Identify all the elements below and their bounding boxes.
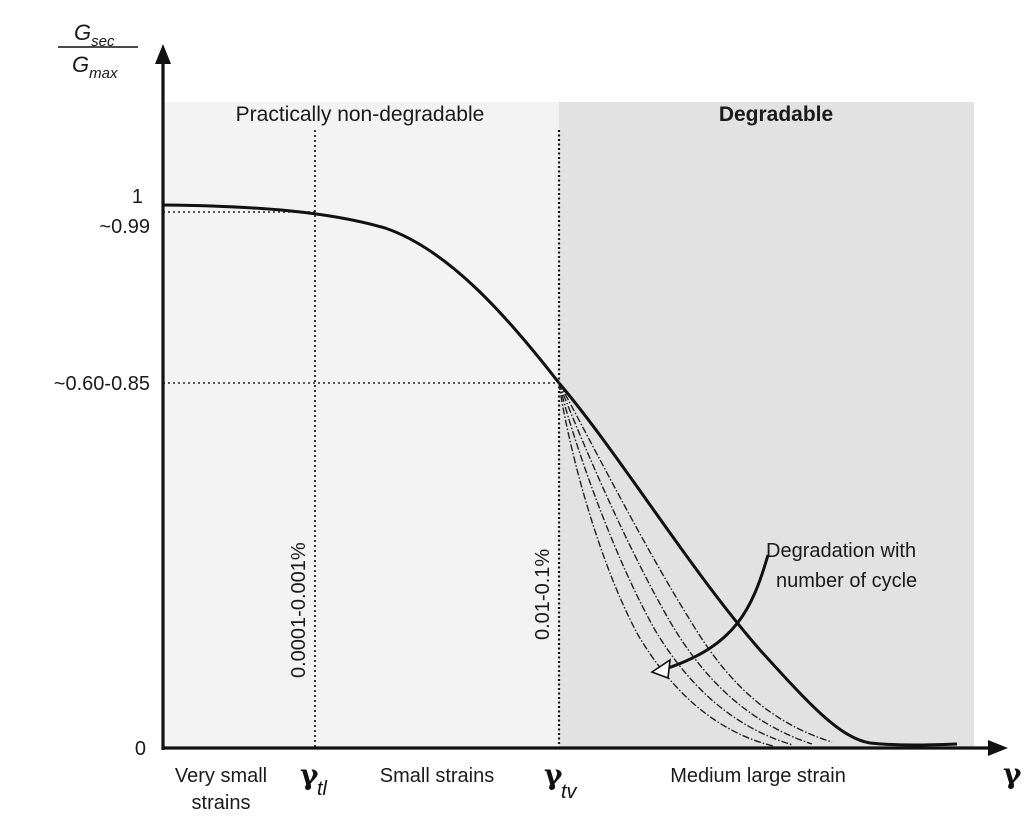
region-title-degradable: Degradable — [719, 103, 833, 126]
cycle-curve-4 — [558, 382, 774, 747]
zone-very-small-line2: strains — [192, 792, 251, 814]
threshold-range-label-tv: 0.01-0.1% — [532, 549, 554, 640]
cycle-curve-1 — [558, 382, 833, 743]
region-degradable — [559, 102, 974, 748]
y-axis-label: Gsec Gmax — [58, 20, 138, 82]
threshold-range-label-tl: 0.0001-0.001% — [288, 542, 310, 678]
gamma-tl-symbol: γ tl — [300, 758, 328, 800]
y-axis-arrowhead — [155, 44, 171, 64]
gamma-tv-letter: γ — [544, 758, 563, 791]
y-label-numerator-sub: sec — [91, 33, 115, 50]
y-label-numerator: G — [74, 20, 91, 45]
y-label-denominator: G — [72, 52, 89, 77]
annotation-line2: number of cycle — [776, 570, 917, 592]
annotation-arrowhead — [650, 658, 671, 680]
cyclic-degradation-curves — [558, 382, 833, 747]
gamma-tv-sub: tv — [561, 781, 578, 803]
gamma-tl-letter: γ — [300, 758, 319, 791]
cycle-annotation: Degradation with number of cycle — [766, 540, 917, 592]
y-label-denominator-sub: max — [89, 65, 118, 82]
annotation-line1: Degradation with — [766, 540, 916, 562]
svg-text:Gsec: Gsec — [74, 20, 115, 50]
main-degradation-curve — [162, 203, 958, 747]
x-axis-arrowhead — [988, 740, 1008, 756]
zone-medium-large: Medium large strain — [670, 765, 846, 787]
y-tick-099: ~0.99 — [99, 216, 150, 238]
x-axis-label: γ — [1003, 757, 1022, 790]
zone-very-small-line1: Very small — [175, 765, 267, 787]
zone-small-strains: Small strains — [380, 765, 494, 787]
svg-text:Gmax: Gmax — [72, 52, 118, 82]
y-tick-060-085: ~0.60-0.85 — [54, 373, 150, 395]
y-tick-0: 0 — [135, 738, 146, 760]
gamma-tl-sub: tl — [317, 778, 328, 800]
region-non-degradable — [163, 102, 559, 748]
gamma-tv-symbol: γ tv — [544, 758, 578, 803]
y-tick-1: 1 — [132, 186, 143, 208]
region-title-non-degradable: Practically non-degradable — [236, 103, 485, 126]
cycle-curve-2 — [558, 382, 813, 745]
annotation-arrow-curve — [667, 554, 770, 670]
